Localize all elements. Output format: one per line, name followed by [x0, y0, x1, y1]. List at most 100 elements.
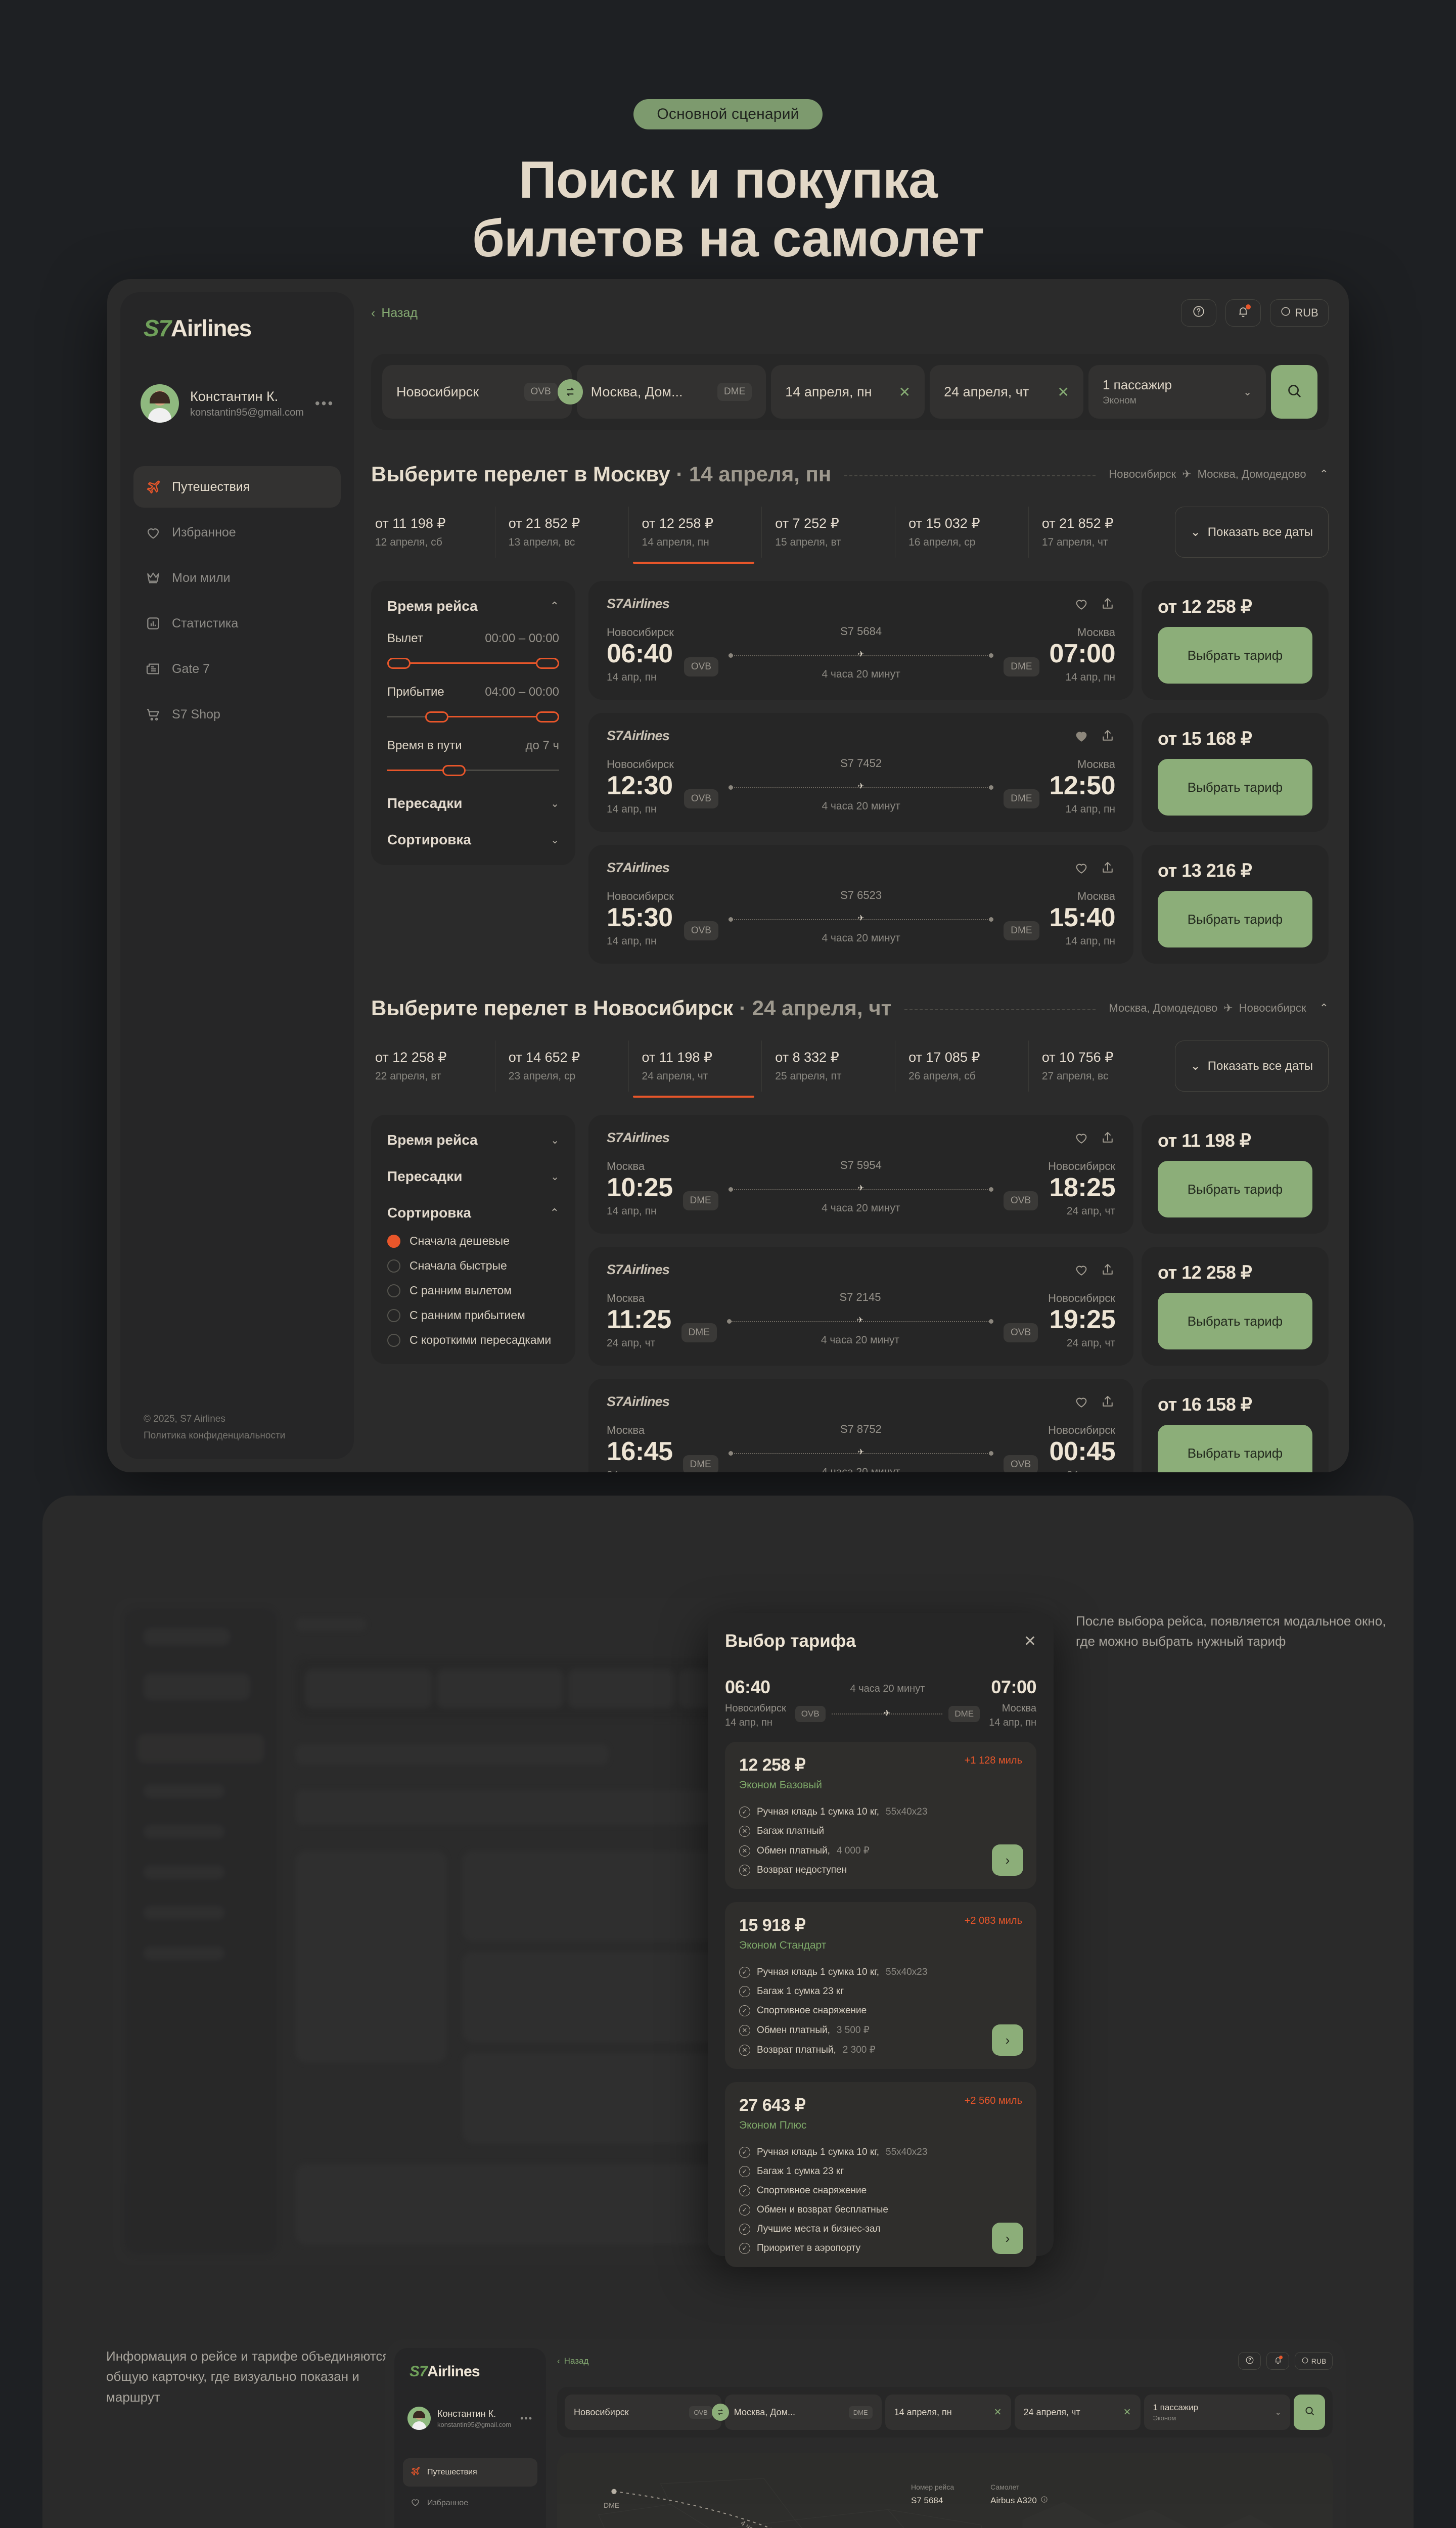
clear-depart-date-button[interactable]: ✕	[993, 2407, 1002, 2418]
origin-field[interactable]: Новосибирск OVB	[565, 2395, 729, 2430]
sidebar-item-statistics[interactable]: Статистика	[133, 603, 341, 644]
sidebar-item-travels[interactable]: Путешествия	[133, 466, 341, 508]
tariff-continue-button[interactable]: ›	[992, 1844, 1023, 1876]
show-all-dates-button-outbound[interactable]: ⌄ Показать все даты	[1174, 507, 1329, 558]
select-tariff-button[interactable]: Выбрать тариф	[1158, 1161, 1312, 1217]
logo-s7-airlines[interactable]: S7Airlines	[394, 2363, 546, 2380]
clear-depart-date-button[interactable]: ✕	[898, 384, 911, 400]
currency-button[interactable]: RUB	[1295, 2352, 1333, 2370]
share-icon[interactable]	[1100, 728, 1115, 746]
slider-knob-max[interactable]	[536, 658, 559, 669]
sort-option-fastest[interactable]: Сначала быстрые	[387, 1259, 559, 1273]
date-chip-selected[interactable]: от 12 258 ₽ 14 апреля, пн	[628, 507, 762, 564]
sort-option-early-departure[interactable]: С ранним вылетом	[387, 1284, 559, 1297]
heart-icon[interactable]	[1074, 1130, 1089, 1148]
share-icon[interactable]	[1100, 596, 1115, 614]
share-icon[interactable]	[1100, 1262, 1115, 1280]
depart-date-field[interactable]: 14 апреля, пн ✕	[771, 365, 925, 419]
destination-field[interactable]: Москва, Дом... DME	[724, 2395, 882, 2430]
arrive-time-slider[interactable]	[387, 711, 559, 723]
select-tariff-button[interactable]: Выбрать тариф	[1158, 627, 1312, 684]
filter-group-transfers[interactable]: Пересадки ⌄	[387, 795, 559, 811]
footer-privacy-link[interactable]: Политика конфиденциальности	[144, 1430, 286, 1441]
heart-icon[interactable]	[1074, 1262, 1089, 1280]
passengers-field[interactable]: 1 пассажир Эконом ⌄	[1088, 365, 1266, 419]
currency-button[interactable]: RUB	[1270, 299, 1329, 327]
back-button[interactable]: ‹ Назад	[371, 306, 418, 321]
chevron-up-icon[interactable]: ⌃	[1319, 468, 1329, 480]
share-icon[interactable]	[1100, 1130, 1115, 1148]
share-icon[interactable]	[1100, 860, 1115, 878]
notifications-button[interactable]	[1225, 299, 1261, 327]
passengers-field[interactable]: 1 пассажир Эконом ⌄	[1144, 2395, 1291, 2430]
select-tariff-button[interactable]: Выбрать тариф	[1158, 1425, 1312, 1472]
search-button[interactable]	[1294, 2395, 1326, 2430]
date-chip[interactable]: от 11 198 ₽ 12 апреля, сб	[371, 507, 495, 558]
heart-icon[interactable]	[1074, 860, 1089, 878]
sidebar-item-my-miles[interactable]: Мои мили	[133, 557, 341, 599]
tariff-card[interactable]: 12 258 ₽ Эконом Базовый +1 128 миль ✓ Руч…	[725, 1742, 1036, 1889]
swap-icon[interactable]	[711, 2404, 729, 2421]
filter-group-flight-time[interactable]: Время рейса ⌄	[387, 1132, 559, 1148]
close-icon[interactable]: ✕	[1023, 1633, 1036, 1650]
user-profile-row[interactable]: Константин К. konstantin95@gmail.com •••	[120, 384, 354, 423]
sidebar-item-favorites[interactable]: Избранное	[403, 2489, 537, 2517]
destination-field[interactable]: Москва, Дом... DME	[576, 365, 766, 419]
flight-card-body[interactable]: S7Airlines Москва 11:25 24	[588, 1247, 1133, 1366]
sort-option-early-arrival[interactable]: С ранним прибытием	[387, 1308, 559, 1322]
tariff-continue-button[interactable]: ›	[992, 2223, 1023, 2254]
show-all-dates-button-return[interactable]: ⌄ Показать все даты	[1174, 1041, 1329, 1092]
sort-option-short-transfers[interactable]: С короткими пересадками	[387, 1333, 559, 1347]
clear-return-date-button[interactable]: ✕	[1057, 384, 1069, 400]
swap-icon[interactable]	[557, 379, 583, 404]
tariff-continue-button[interactable]: ›	[992, 2024, 1023, 2056]
filter-group-sort[interactable]: Сортировка ⌃	[387, 1205, 559, 1221]
tariff-card[interactable]: 15 918 ₽ Эконом Стандарт +2 083 миль ✓ Ру…	[725, 1902, 1036, 2069]
duration-slider[interactable]	[387, 765, 559, 776]
select-tariff-button[interactable]: Выбрать тариф	[1158, 759, 1312, 816]
back-button[interactable]: ‹ Назад	[557, 2356, 588, 2366]
sort-option-cheapest[interactable]: Сначала дешевые	[387, 1234, 559, 1248]
sidebar-item-s7-shop[interactable]: S7 Shop	[133, 694, 341, 735]
date-chip[interactable]: от 17 085 ₽ 26 апреля, сб	[895, 1041, 1028, 1092]
slider-knob[interactable]	[442, 765, 466, 776]
flight-card-body[interactable]: S7Airlines Москва 10:25 14	[588, 1115, 1133, 1234]
info-icon[interactable]	[1040, 2496, 1048, 2506]
clear-return-date-button[interactable]: ✕	[1123, 2407, 1131, 2418]
filter-group-flight-time[interactable]: Время рейса ⌃	[387, 598, 559, 614]
flight-card-body[interactable]: S7Airlines Новосибирск 12:30	[588, 713, 1133, 832]
select-tariff-button[interactable]: Выбрать тариф	[1158, 1293, 1312, 1349]
help-button[interactable]	[1238, 2352, 1261, 2370]
heart-icon[interactable]	[1074, 596, 1089, 614]
depart-time-slider[interactable]	[387, 658, 559, 669]
user-menu-button[interactable]: •••	[314, 395, 335, 411]
user-profile-row[interactable]: Константин К. konstantin95@gmail.com •••	[394, 2407, 546, 2430]
flight-card-body[interactable]: S7Airlines Новосибирск 06:40	[588, 581, 1133, 700]
sidebar-item-travels[interactable]: Путешествия	[403, 2458, 537, 2487]
sidebar-item-gate-7[interactable]: Gate 7	[133, 648, 341, 690]
help-button[interactable]	[1181, 299, 1216, 327]
heart-icon-filled[interactable]	[1074, 728, 1089, 746]
notifications-button[interactable]	[1266, 2352, 1289, 2370]
origin-field[interactable]: Новосибирск OVB	[382, 365, 583, 419]
chevron-up-icon[interactable]: ⌃	[1319, 1002, 1329, 1014]
slider-knob-min[interactable]	[387, 658, 411, 669]
select-tariff-button[interactable]: Выбрать тариф	[1158, 891, 1312, 947]
date-chip[interactable]: от 21 852 ₽ 13 апреля, вс	[494, 507, 628, 558]
user-menu-button[interactable]: •••	[520, 2413, 533, 2423]
date-chip[interactable]: от 15 032 ₽ 16 апреля, ср	[895, 507, 1028, 558]
date-chip[interactable]: от 7 252 ₽ 15 апреля, вт	[761, 507, 895, 558]
filter-group-sort[interactable]: Сортировка ⌄	[387, 832, 559, 848]
filter-group-transfers[interactable]: Пересадки ⌄	[387, 1168, 559, 1185]
share-icon[interactable]	[1100, 1394, 1115, 1412]
flight-card-body[interactable]: S7Airlines Москва 16:45 24	[588, 1379, 1133, 1472]
slider-knob-min[interactable]	[425, 711, 448, 723]
date-chip[interactable]: от 14 652 ₽ 23 апреля, ср	[494, 1041, 628, 1092]
depart-date-field[interactable]: 14 апреля, пн ✕	[885, 2395, 1011, 2430]
logo-s7-airlines[interactable]: S7Airlines	[120, 314, 354, 342]
date-chip[interactable]: от 21 852 ₽ 17 апреля, чт	[1028, 507, 1162, 558]
search-button[interactable]	[1270, 365, 1317, 419]
date-chip[interactable]: от 10 756 ₽ 27 апреля, вс	[1028, 1041, 1162, 1092]
date-chip[interactable]: от 12 258 ₽ 22 апреля, вт	[371, 1041, 495, 1092]
date-chip[interactable]: от 8 332 ₽ 25 апреля, пт	[761, 1041, 895, 1092]
